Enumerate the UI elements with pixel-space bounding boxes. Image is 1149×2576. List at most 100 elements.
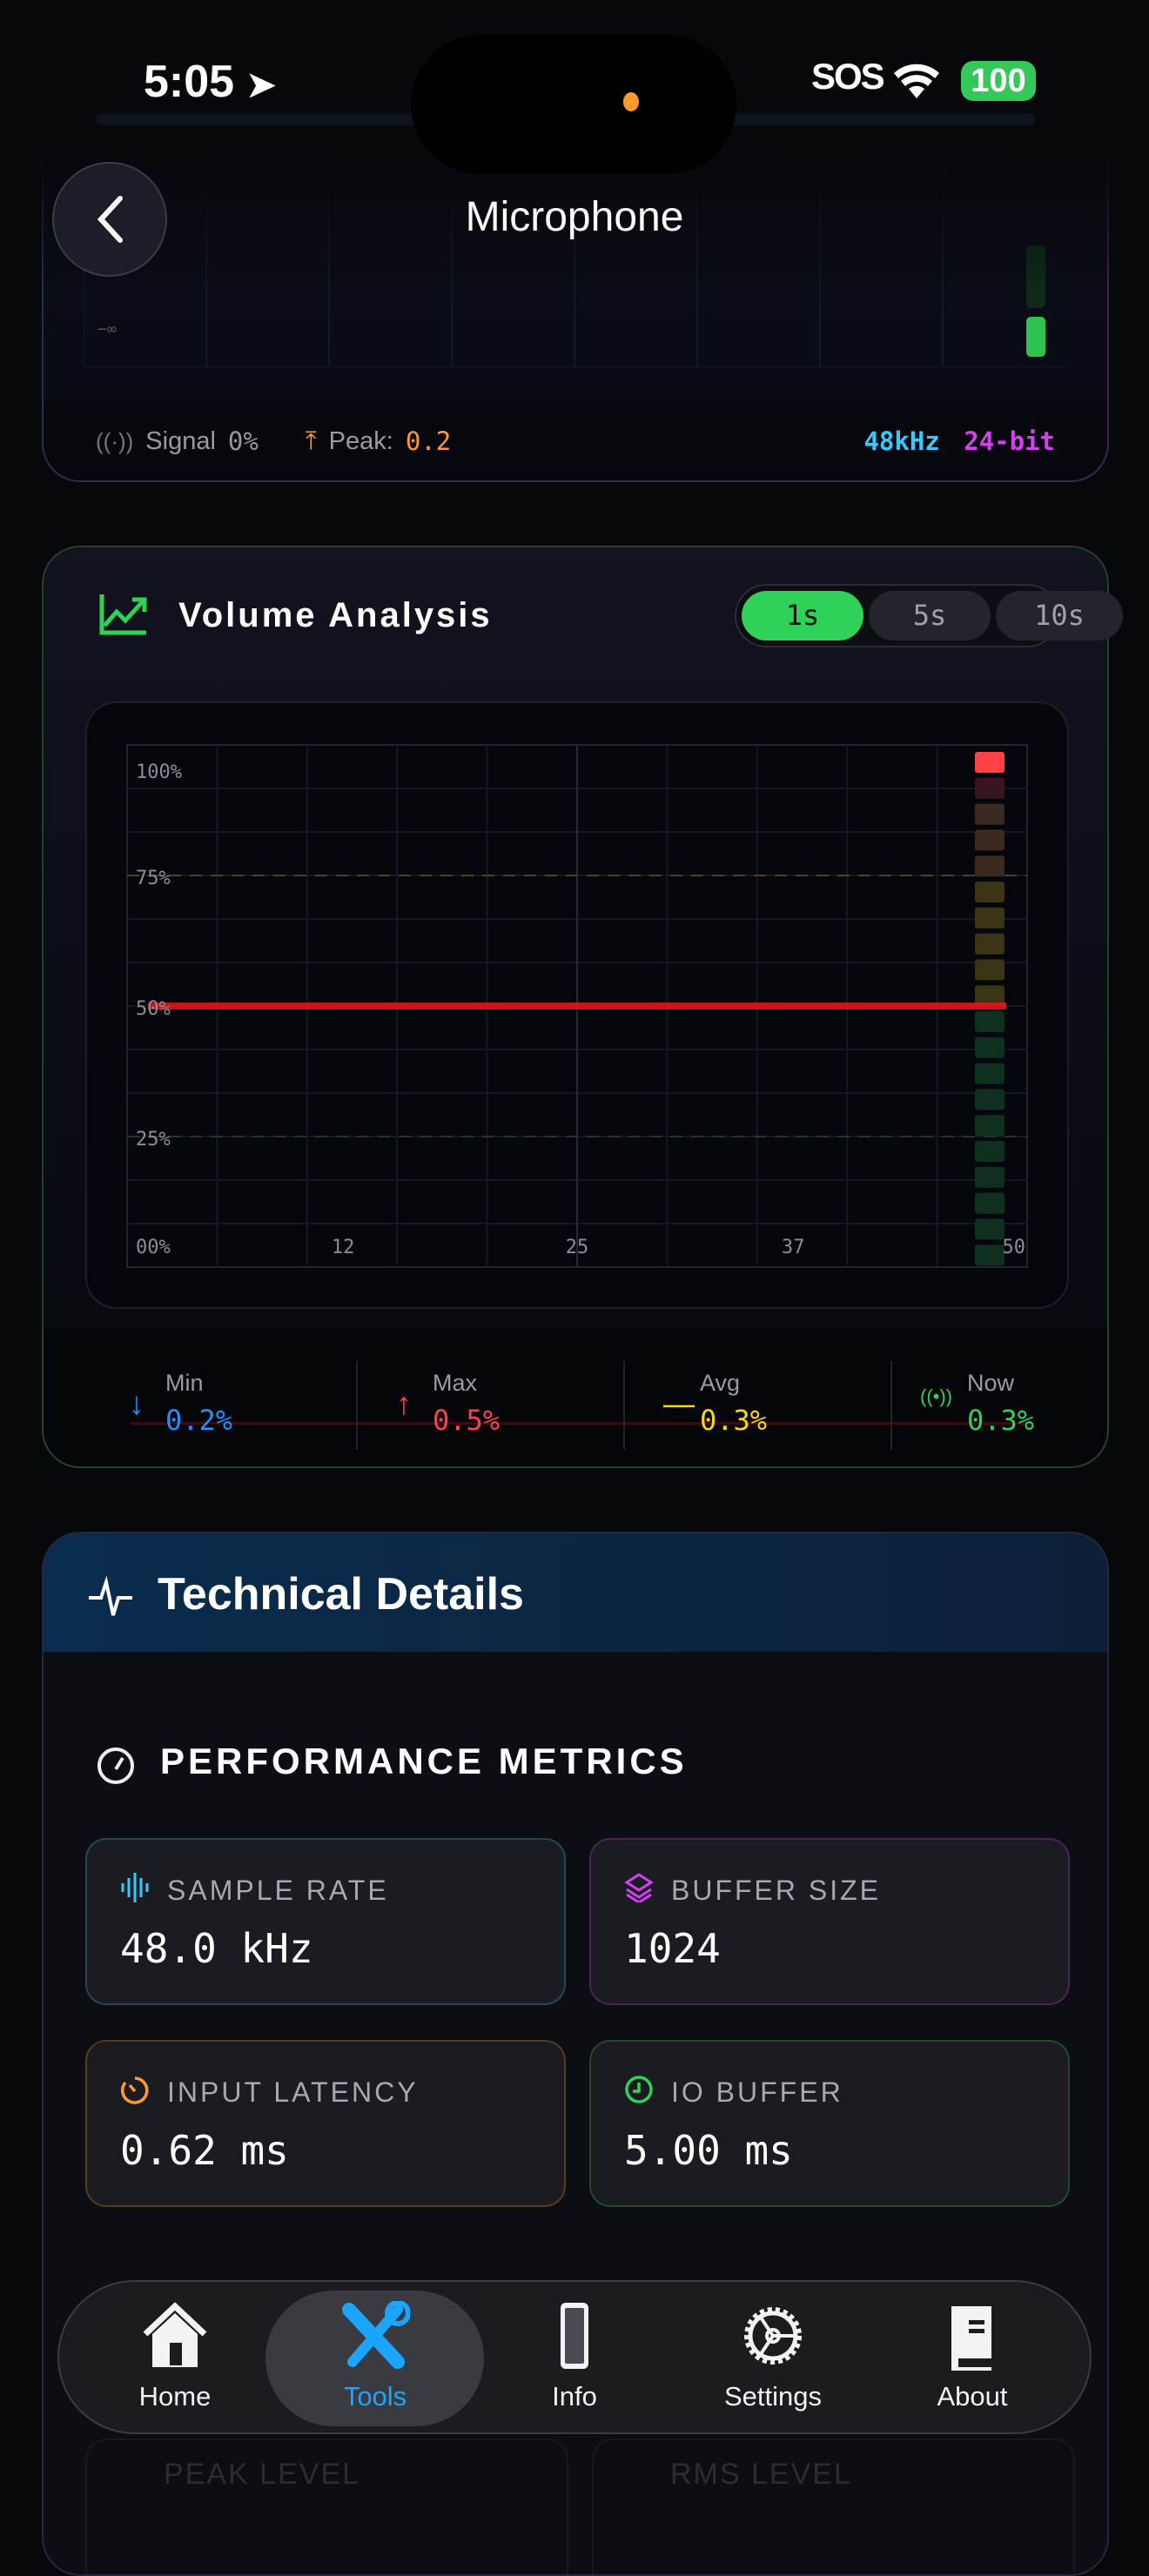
level-meter-segment: [975, 1218, 1005, 1240]
tab-label: About: [937, 2381, 1008, 2412]
mic-indicator-dot: [623, 92, 639, 111]
tab-label: Home: [138, 2381, 212, 2412]
stats-bar: [44, 1329, 1107, 1466]
bit-depth-badge: 24-bit: [964, 426, 1055, 456]
peak-value: 0.2: [405, 426, 452, 456]
signal-value: 0%: [227, 426, 259, 456]
status-time: 5:05 ➤: [144, 57, 277, 107]
layers-icon: [624, 1873, 654, 1902]
level-meter-segment: [975, 1166, 1005, 1188]
stats-trace: [131, 1422, 1027, 1425]
antenna-icon: ((·)): [96, 427, 134, 454]
level-meter-segment: [975, 1115, 1005, 1137]
volume-analysis-card: Volume Analysis 1s 5s 10s 100% 75% 50% 25% 00%…: [42, 546, 1123, 1468]
minus-icon: —: [663, 1385, 695, 1421]
stat-value: 0.2%: [165, 1404, 233, 1437]
peak-label: Peak:: [328, 426, 393, 455]
stat-avg: — Avg 0.3%: [663, 1370, 767, 1437]
tab-tools[interactable]: Tools: [288, 2298, 462, 2412]
x-tick-label: 50: [1003, 1237, 1026, 1258]
technical-header: [44, 1533, 1107, 1652]
metric-value: 0.62 ms: [120, 2127, 289, 2174]
x-tick-label: 12: [332, 1237, 355, 1258]
stat-value: 0.5%: [433, 1404, 501, 1437]
wifi-icon: [891, 59, 942, 111]
performance-heading: PERFORMANCE METRICS: [160, 1741, 688, 1781]
y-tick-label: 00%: [136, 1237, 171, 1258]
pulse-icon: [89, 1575, 132, 1616]
peak-arrow-icon: ⤒: [305, 426, 317, 455]
segment-1s[interactable]: 1s: [742, 591, 863, 641]
back-button[interactable]: [52, 162, 167, 277]
level-meter-segment: [975, 1089, 1005, 1110]
y-tick-label: 100%: [136, 761, 182, 783]
level-meter-segment: [975, 1192, 1005, 1214]
battery-indicator: 100: [961, 61, 1036, 101]
tab-info[interactable]: Info: [487, 2298, 662, 2412]
volume-chart: 100% 75% 50% 25% 00% 12 25 37 50: [126, 744, 1028, 1268]
stat-max: ↑ Max 0.5%: [396, 1370, 500, 1437]
metric-io-buffer: IO BUFFER 5.00 ms: [589, 2040, 1070, 2207]
y-tick-label: 50%: [136, 998, 171, 1020]
signal-row: ((·)) Signal 0% ⤒ Peak: 0.2: [96, 426, 451, 456]
min-db-label: −∞: [97, 320, 117, 339]
rms-level-label: RMS LEVEL: [670, 2458, 852, 2491]
arrow-down-icon: ↓: [129, 1385, 144, 1421]
level-meter-segment: [975, 1063, 1005, 1084]
peak-level-label: PEAK LEVEL: [164, 2458, 361, 2491]
level-meter-segment: [975, 1036, 1005, 1058]
broadcast-icon: ((•)): [920, 1385, 953, 1407]
x-tick-label: 25: [566, 1237, 589, 1258]
house-icon: [140, 2301, 210, 2375]
tab-home[interactable]: Home: [88, 2298, 262, 2412]
page-title: Microphone: [465, 194, 684, 240]
gear-icon: [738, 2301, 808, 2375]
rms-level-card: RMS LEVEL: [592, 2438, 1075, 2574]
metric-value: 5.00 ms: [624, 2127, 793, 2174]
metric-label: IO BUFFER: [671, 2076, 843, 2108]
stat-label: Max: [433, 1370, 478, 1396]
clock-icon: [625, 2076, 653, 2103]
level-meter-segment: [975, 752, 1005, 773]
level-meter-segment: [975, 907, 1005, 929]
tab-label: Settings: [723, 2381, 822, 2412]
segment-5s[interactable]: 5s: [869, 591, 991, 641]
level-meter-segment: [975, 959, 1005, 981]
format-info: 48kHz 24-bit: [863, 426, 1055, 456]
stat-label: Now: [967, 1370, 1015, 1396]
stat-divider: [890, 1361, 892, 1450]
stat-value: 0.3%: [700, 1404, 768, 1437]
volume-title: Volume Analysis: [178, 596, 493, 634]
waveform-icon: [121, 1873, 149, 1902]
phone-icon: [540, 2301, 609, 2375]
tab-about[interactable]: About: [885, 2298, 1059, 2412]
metric-sample-rate: SAMPLE RATE 48.0 kHz: [85, 1838, 566, 2005]
stat-min: ↓ Min 0.2%: [129, 1370, 232, 1437]
metric-label: INPUT LATENCY: [167, 2076, 419, 2108]
level-meter-segment: [975, 985, 1005, 1007]
level-meter-segment: [975, 1141, 1005, 1162]
metric-value: 48.0 kHz: [120, 1925, 313, 1972]
tab-settings[interactable]: Settings: [686, 2298, 860, 2412]
y-tick-label: 75%: [136, 868, 171, 889]
dynamic-island: [411, 35, 736, 174]
segment-10s[interactable]: 10s: [996, 591, 1123, 641]
stat-value: 0.3%: [967, 1404, 1035, 1437]
x-tick-label: 37: [782, 1237, 805, 1258]
technical-title: Technical Details: [158, 1569, 524, 1620]
level-meter-segment: [975, 803, 1005, 825]
tools-icon: [340, 2300, 411, 2375]
speedometer-icon: [97, 1748, 134, 1784]
level-meter-segment: [975, 882, 1005, 902]
level-meter-segment: [975, 855, 1005, 877]
level-meter-segment: [975, 933, 1005, 955]
arrow-up-icon: ↑: [396, 1385, 412, 1421]
signal-label: Signal: [145, 426, 216, 455]
tab-label: Tools: [343, 2381, 407, 2412]
timer-icon: [120, 2076, 149, 2104]
stat-label: Avg: [700, 1370, 741, 1396]
metric-buffer-size: BUFFER SIZE 1024: [589, 1838, 1070, 2005]
level-meter-segment: [975, 829, 1005, 851]
peak-level-card: PEAK LEVEL: [85, 2438, 568, 2574]
y-tick-label: 25%: [136, 1129, 171, 1150]
